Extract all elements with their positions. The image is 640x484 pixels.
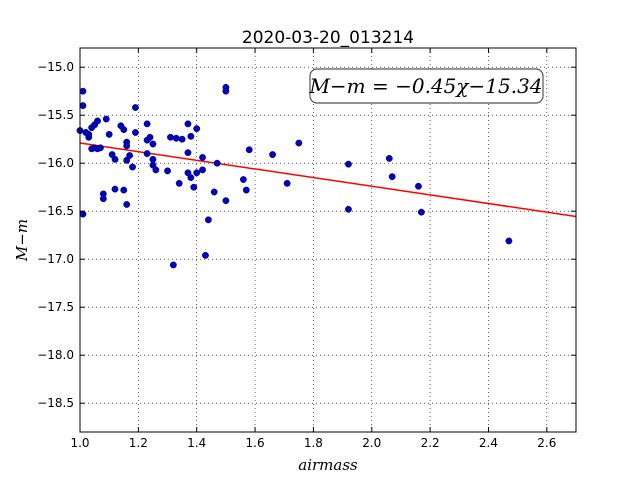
data-point [184, 149, 192, 157]
y-tick-label: −16.5 [37, 204, 74, 218]
fit-line [79, 142, 577, 218]
data-point [199, 154, 206, 161]
data-point [129, 163, 136, 171]
data-point [193, 169, 201, 177]
data-point [345, 160, 352, 168]
x-axis-label: airmass [298, 456, 358, 474]
data-point [222, 197, 230, 205]
x-tick-label: 1.4 [187, 436, 206, 450]
data-point [126, 152, 134, 159]
data-point [415, 182, 422, 190]
data-point [143, 120, 151, 128]
data-point [111, 155, 119, 163]
data-point [102, 115, 110, 123]
data-point [172, 134, 180, 142]
data-point [94, 117, 101, 125]
data-point [152, 166, 160, 174]
data-point [283, 179, 291, 187]
data-point [245, 146, 253, 154]
data-point [417, 208, 425, 216]
data-point [210, 188, 218, 196]
data-point [204, 216, 212, 224]
data-point [123, 201, 131, 208]
data-point [164, 167, 171, 175]
data-point [190, 183, 198, 191]
x-tick-label: 1.2 [129, 436, 148, 450]
data-point [79, 87, 87, 95]
data-point [111, 185, 119, 193]
data-point [385, 154, 393, 162]
fit-annotation-text: M−m = −0.45χ−15.34 [308, 74, 542, 98]
points-layer [76, 83, 513, 269]
data-point [99, 195, 107, 203]
data-point [295, 139, 303, 147]
data-point [193, 125, 201, 133]
grid-layer [79, 48, 576, 432]
data-point [178, 135, 186, 143]
data-point [146, 133, 154, 141]
x-tick-label: 2.0 [362, 436, 381, 450]
data-point [143, 150, 151, 158]
data-point [213, 159, 221, 167]
data-point [97, 144, 104, 152]
y-tick-label: −18.5 [37, 396, 74, 410]
data-point [79, 102, 87, 110]
y-tick-label: −15.5 [37, 108, 74, 122]
data-point [187, 132, 195, 140]
ticks-layer: 1.0 1.2 1.4 1.6 1.8 2.0 2.2 2.4 2.6 −15.0 −15.5 −16… [37, 48, 576, 450]
y-axis-label: M−m [13, 219, 31, 262]
x-tick-label: 1.8 [304, 436, 323, 450]
data-point [167, 133, 174, 141]
x-tick-label: 1.6 [246, 436, 265, 450]
data-point [222, 87, 230, 95]
data-point [199, 166, 206, 174]
data-point [239, 176, 247, 183]
plot-frame [79, 47, 577, 433]
y-tick-label: −18.0 [37, 348, 74, 362]
data-point [388, 173, 396, 181]
data-point [202, 251, 209, 259]
data-point [132, 104, 139, 111]
data-point [105, 130, 113, 138]
data-point [120, 186, 128, 194]
data-point [345, 205, 352, 213]
data-point [132, 129, 139, 136]
data-point [79, 210, 87, 218]
data-point [123, 142, 131, 150]
y-tick-label: −16.0 [37, 156, 74, 170]
x-tick-label: 1.0 [70, 436, 89, 450]
data-point [149, 140, 157, 148]
data-point [85, 130, 93, 138]
x-tick-label: 2.2 [421, 436, 440, 450]
x-tick-label: 2.4 [479, 436, 498, 450]
data-point [184, 120, 192, 128]
fit-annotation-box: M−m = −0.45χ−15.34 [308, 68, 544, 104]
x-tick-label: 2.6 [537, 436, 556, 450]
data-point [169, 261, 177, 269]
chart-title: 2020-03-20_013214 [242, 28, 414, 48]
data-point [175, 179, 183, 187]
data-point [120, 126, 128, 134]
fit-line-layer [79, 142, 577, 218]
y-tick-label: −17.0 [37, 252, 74, 266]
y-tick-label: −17.5 [37, 300, 74, 314]
data-point [149, 155, 157, 163]
data-point [505, 237, 513, 245]
data-point [242, 186, 250, 194]
data-point [269, 151, 276, 158]
y-tick-label: −15.0 [37, 60, 74, 74]
data-point [187, 174, 195, 182]
